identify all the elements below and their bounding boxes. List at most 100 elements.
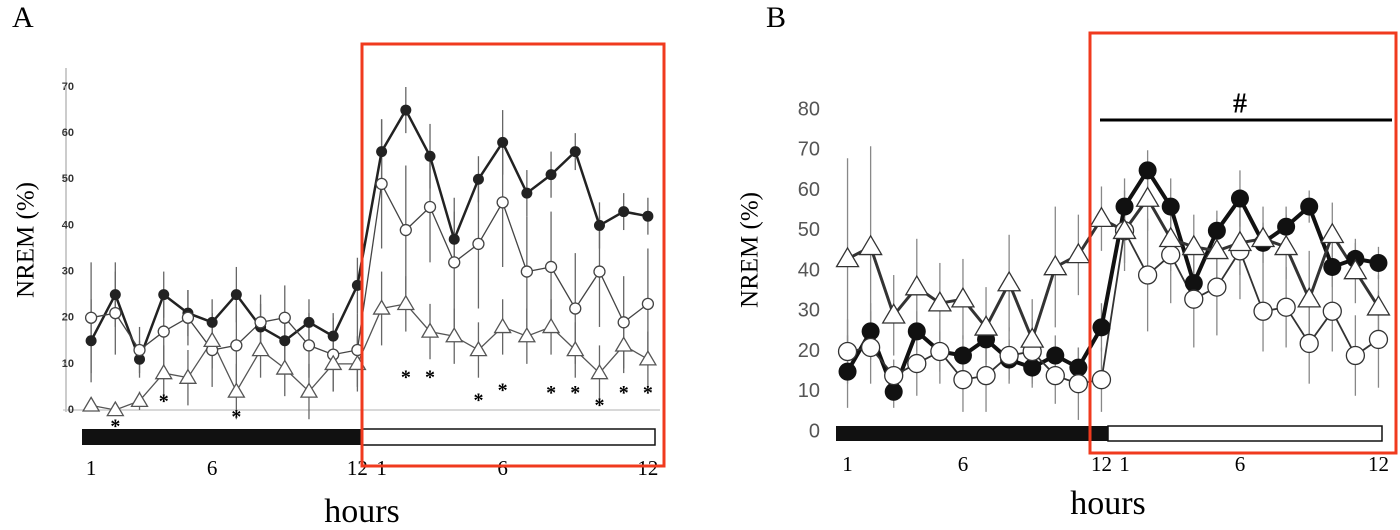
y-tick-label: 30 — [798, 300, 820, 322]
annotation: * — [110, 415, 120, 437]
marker — [1091, 370, 1112, 390]
marker — [324, 354, 343, 371]
marker — [372, 299, 391, 315]
marker — [375, 177, 388, 191]
x-axis-title: hours — [1070, 485, 1146, 522]
y-tick-label: 30 — [62, 265, 74, 277]
annotation: * — [570, 382, 580, 404]
marker — [544, 260, 558, 274]
marker — [1161, 245, 1181, 265]
annotation: * — [425, 367, 435, 389]
marker — [472, 173, 484, 185]
marker — [1250, 226, 1276, 248]
y-tick-label: 50 — [62, 173, 74, 185]
marker — [907, 353, 927, 374]
marker — [1023, 358, 1042, 377]
marker — [884, 382, 903, 401]
marker — [1046, 346, 1065, 365]
marker — [835, 246, 860, 268]
marker — [496, 196, 509, 209]
marker — [930, 341, 950, 362]
marker — [881, 302, 906, 324]
marker — [81, 396, 101, 412]
marker — [976, 365, 996, 386]
marker — [1207, 221, 1226, 240]
marker — [517, 326, 536, 343]
x-tick-label: 1 — [376, 456, 387, 480]
annotation: * — [401, 367, 411, 389]
marker — [1115, 197, 1134, 216]
marker — [904, 274, 929, 296]
marker — [1300, 197, 1319, 216]
marker — [996, 270, 1022, 292]
marker — [617, 316, 630, 329]
y-tick-label: 40 — [798, 259, 820, 281]
marker — [157, 325, 170, 338]
marker — [1068, 374, 1089, 394]
marker — [1343, 258, 1368, 280]
marker — [351, 279, 363, 291]
marker — [424, 150, 436, 162]
marker — [158, 289, 170, 301]
marker — [1161, 197, 1180, 216]
light-period-bar — [361, 428, 656, 446]
y-tick-label: 80 — [798, 98, 820, 120]
annotation: * — [594, 395, 604, 417]
marker — [999, 345, 1019, 366]
marker — [469, 340, 488, 357]
marker — [400, 104, 412, 116]
marker — [1273, 234, 1299, 256]
y-tick-label: 70 — [62, 81, 74, 93]
marker — [130, 391, 149, 408]
marker — [638, 349, 658, 366]
marker — [860, 337, 881, 358]
marker — [1181, 234, 1206, 256]
marker — [1230, 189, 1249, 208]
panel-label: B — [766, 1, 786, 34]
marker — [1137, 265, 1158, 285]
marker — [1158, 226, 1183, 248]
marker — [1066, 242, 1091, 264]
marker — [950, 286, 976, 308]
marker — [493, 317, 512, 334]
marker — [521, 187, 533, 199]
marker — [1369, 253, 1388, 272]
y-tick-label: 0 — [809, 420, 820, 442]
marker — [109, 306, 122, 320]
marker — [593, 265, 606, 278]
x-tick-label: 12 — [1091, 452, 1112, 476]
marker — [1184, 274, 1203, 293]
marker — [953, 370, 973, 390]
marker — [420, 322, 440, 338]
marker — [133, 343, 146, 357]
marker — [448, 256, 461, 269]
marker — [84, 311, 98, 324]
marker — [279, 335, 291, 347]
marker — [1253, 301, 1273, 321]
annotation: * — [159, 391, 169, 413]
marker — [1323, 257, 1342, 276]
marker — [614, 336, 633, 352]
marker — [545, 169, 557, 181]
y-tick-label: 70 — [798, 139, 820, 161]
marker — [1277, 217, 1296, 236]
marker — [1043, 254, 1068, 276]
marker — [927, 290, 953, 312]
marker — [618, 206, 630, 218]
marker — [178, 368, 198, 384]
annotation: # — [1233, 88, 1247, 119]
marker — [275, 359, 294, 375]
highlight-box — [1088, 31, 1398, 455]
x-axis-title: hours — [324, 493, 400, 530]
marker — [593, 219, 605, 231]
marker — [973, 315, 999, 336]
marker — [203, 331, 222, 348]
marker — [642, 210, 654, 222]
marker — [303, 316, 315, 328]
x-tick-label: 6 — [1235, 452, 1246, 476]
x-tick-label: 6 — [958, 452, 969, 476]
marker — [1138, 161, 1157, 180]
marker — [907, 322, 926, 341]
marker — [1297, 286, 1322, 308]
